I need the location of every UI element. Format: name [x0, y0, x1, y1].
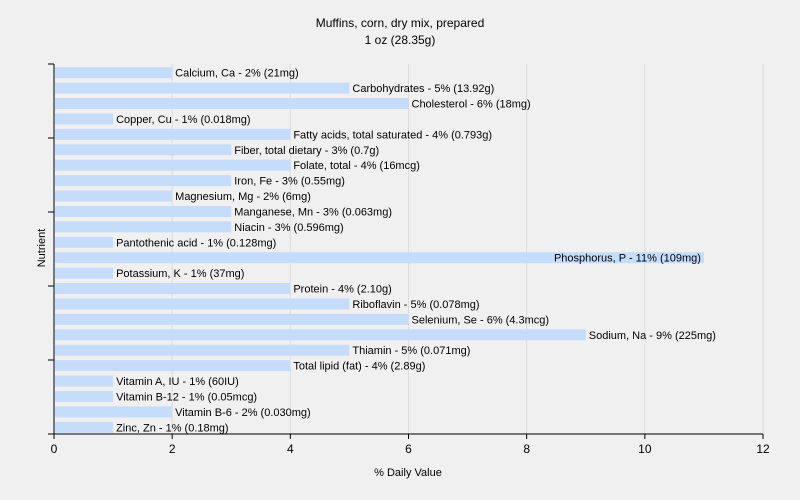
bar-label: Selenium, Se - 6% (4.3mcg) — [412, 314, 550, 326]
bar-label: Vitamin B-12 - 1% (0.05mcg) — [116, 391, 257, 403]
bar — [55, 360, 291, 372]
bar-label: Copper, Cu - 1% (0.018mg) — [116, 114, 251, 126]
x-tick-label: 10 — [638, 442, 652, 456]
bar-label: Iron, Fe - 3% (0.55mg) — [234, 176, 345, 188]
bar — [55, 329, 586, 341]
bar-label: Vitamin B-6 - 2% (0.030mg) — [175, 407, 311, 419]
bar — [55, 406, 173, 418]
chart-title: Muffins, corn, dry mix, prepared — [316, 16, 485, 30]
bar — [55, 313, 409, 325]
bar-label: Magnesium, Mg - 2% (6mg) — [175, 191, 311, 203]
x-tick-label: 4 — [287, 442, 294, 456]
gridlines — [171, 64, 764, 434]
bar — [55, 267, 114, 279]
bar — [55, 375, 114, 387]
bar — [55, 82, 350, 94]
bar — [55, 221, 232, 233]
bar-label: Cholesterol - 6% (18mg) — [412, 99, 531, 111]
bar — [55, 190, 173, 202]
bar-label: Folate, total - 4% (16mcg) — [293, 160, 420, 172]
bar — [55, 144, 232, 156]
bar-label: Phosphorus, P - 11% (109mg) — [554, 253, 701, 265]
x-axis-ticks: 0 2 4 6 8 10 12 — [51, 434, 770, 456]
x-tick-label: 0 — [51, 442, 58, 456]
x-tick-label: 12 — [756, 442, 770, 456]
bar — [55, 175, 232, 187]
x-axis-title: % Daily Value — [374, 467, 442, 479]
bar-label: Niacin - 3% (0.596mg) — [234, 222, 343, 234]
bar — [55, 421, 114, 433]
bar-label: Vitamin A, IU - 1% (60IU) — [116, 376, 239, 388]
bar — [55, 344, 350, 356]
bar — [55, 98, 409, 110]
bar — [55, 283, 291, 295]
bar-label: Pantothenic acid - 1% (0.128mg) — [116, 237, 276, 249]
x-tick-label: 8 — [523, 442, 530, 456]
bar — [55, 236, 114, 248]
bar — [55, 252, 704, 264]
bar-label: Zinc, Zn - 1% (0.18mg) — [116, 422, 228, 434]
x-tick-label: 2 — [169, 442, 176, 456]
bar-label: Carbohydrates - 5% (13.92g) — [352, 83, 494, 95]
bar-label: Manganese, Mn - 3% (0.063mg) — [234, 206, 392, 218]
y-axis-title: Nutrient — [36, 229, 48, 268]
bar — [55, 128, 291, 140]
bar-label: Calcium, Ca - 2% (21mg) — [175, 68, 298, 80]
bar — [55, 390, 114, 402]
bar-label: Total lipid (fat) - 4% (2.89g) — [293, 361, 425, 373]
bar — [55, 205, 232, 217]
bar — [55, 67, 173, 79]
bar — [55, 298, 350, 310]
x-tick-label: 6 — [405, 442, 412, 456]
bar-label: Potassium, K - 1% (37mg) — [116, 268, 244, 280]
bar-label: Protein - 4% (2.10g) — [293, 284, 391, 296]
bar-label: Thiamin - 5% (0.071mg) — [352, 345, 470, 357]
bar-label: Sodium, Na - 9% (225mg) — [589, 330, 716, 342]
bar-label: Riboflavin - 5% (0.078mg) — [352, 299, 479, 311]
bar-label: Fiber, total dietary - 3% (0.7g) — [234, 145, 379, 157]
bars: Calcium, Ca - 2% (21mg) Carbohydrates - 5… — [55, 67, 716, 434]
bar — [55, 159, 291, 171]
bar-label: Fatty acids, total saturated - 4% (0.793… — [293, 129, 492, 141]
bar — [55, 113, 114, 125]
chart-subtitle: 1 oz (28.35g) — [365, 33, 436, 47]
